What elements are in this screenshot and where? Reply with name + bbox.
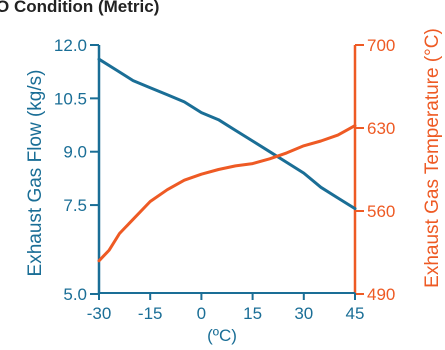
left-tick-label: 12.0	[54, 36, 87, 55]
x-tick-label: 30	[294, 304, 313, 323]
x-tick-label: 45	[346, 304, 365, 323]
x-tick-label: 15	[243, 304, 262, 323]
chart-title: O Condition (Metric)	[0, 0, 159, 16]
exhaust-gas-temperature-line	[97, 124, 357, 263]
right-tick-label: 630	[367, 119, 395, 138]
left-axis-label: Exhaust Gas Flow (kg/s)	[25, 70, 46, 277]
left-tick-label: 10.5	[54, 89, 87, 108]
x-axis-label: (ºC)	[207, 326, 237, 345]
x-axis: -30 -15 0 15 30 45	[87, 292, 365, 323]
x-tick-label: 0	[197, 304, 206, 323]
right-axis: 490 560 630 700	[353, 36, 395, 304]
x-tick-label: -30	[87, 304, 112, 323]
left-tick-label: 5.0	[63, 285, 87, 304]
right-tick-label: 560	[367, 202, 395, 221]
exhaust-gas-flow-line	[97, 57, 357, 211]
series-layer	[97, 57, 357, 263]
left-tick-label: 7.5	[63, 196, 87, 215]
right-axis-label: Exhaust Gas Temperature (°C)	[422, 28, 443, 288]
left-tick-label: 9.0	[63, 143, 87, 162]
left-axis: 5.0 7.5 9.0 10.5 12.0	[54, 36, 101, 304]
right-tick-label: 490	[367, 285, 395, 304]
x-tick-label: -15	[138, 304, 163, 323]
right-tick-label: 700	[367, 36, 395, 55]
